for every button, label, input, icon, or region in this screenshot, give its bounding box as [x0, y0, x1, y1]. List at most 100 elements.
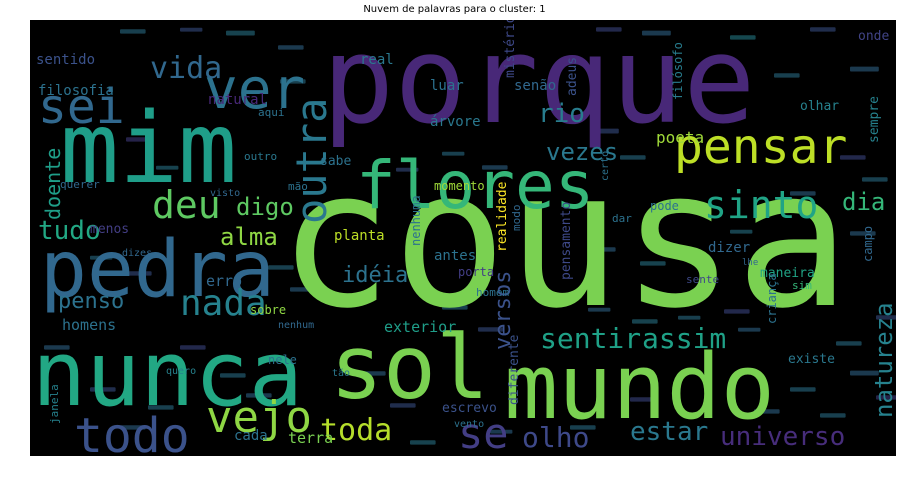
word-dizes: dizes [122, 248, 152, 259]
word-olho: olho [522, 421, 589, 454]
word-outra: outra [287, 98, 336, 224]
word-diferente: diferente [507, 334, 522, 405]
filler-word-mark [148, 405, 174, 410]
word-ver: ver [204, 57, 305, 122]
filler-word-mark [790, 191, 816, 196]
filler-word-mark [180, 345, 206, 350]
word-sol: sol [330, 316, 489, 419]
word-dar: dar [612, 212, 632, 225]
word-homens: homens [62, 316, 116, 334]
word-doente: doente [41, 148, 65, 220]
word-querer: querer [60, 178, 100, 191]
filler-word-mark [640, 261, 666, 266]
word-menos: menos [90, 222, 129, 237]
word-luar: luar [430, 78, 464, 94]
word-se: se [458, 409, 509, 456]
filler-word-mark [120, 29, 146, 34]
word-antes: antes [434, 248, 476, 264]
filler-word-mark [268, 265, 294, 270]
word-tudo: tudo [38, 216, 101, 246]
wordcloud-canvas: cousa porque mim mundo nunca sol pedra flores pe… [30, 20, 896, 456]
word-mão: mão [288, 180, 308, 193]
filler-word-mark [876, 395, 896, 400]
filler-word-mark [596, 27, 622, 32]
word-real: real [360, 52, 394, 68]
word-criança: criança [765, 273, 779, 324]
filler-word-mark [410, 440, 436, 445]
word-realidade: realidade [495, 181, 510, 252]
filler-word-mark [850, 66, 879, 72]
word-rio: rio [538, 99, 585, 129]
word-campo: campo [861, 226, 875, 262]
filler-word-mark [290, 287, 316, 292]
filler-word-mark [678, 315, 701, 320]
filler-word-mark [632, 319, 658, 324]
filler-word-mark [278, 45, 304, 50]
filler-word-mark [482, 165, 508, 170]
word-idéia: idéia [342, 263, 408, 288]
word-filosofia: filosofia [38, 83, 114, 99]
word-nunca: nunca [32, 322, 303, 427]
word-cada: cada [234, 428, 268, 444]
filler-word-mark [730, 35, 756, 40]
filler-word-mark [810, 27, 836, 32]
word-assim: assim [642, 322, 726, 355]
filler-word-mark [490, 429, 513, 434]
word-sente: sente [686, 273, 719, 286]
filler-word-mark [442, 305, 468, 310]
word-nenhuma: nenhuma [409, 195, 423, 246]
filler-word-mark [156, 165, 179, 170]
word-aqui: aqui [258, 106, 285, 119]
filler-word-mark [850, 231, 876, 236]
filler-word-mark [280, 79, 306, 84]
filler-word-mark [724, 309, 750, 314]
word-terra: terra [288, 429, 333, 447]
word-olhar: olhar [800, 99, 839, 114]
word-planta: planta [334, 228, 385, 244]
filler-word-mark [442, 151, 465, 156]
filler-word-mark [820, 413, 846, 418]
word-sempre: sempre [867, 96, 882, 143]
word-exterior: exterior [384, 318, 456, 336]
word-natureza: natureza [870, 302, 896, 418]
filler-word-mark [738, 327, 761, 332]
filler-word-mark [390, 403, 416, 408]
word-filósofo: filósofo [671, 42, 685, 100]
word-dizer: dizer [708, 240, 750, 256]
filler-word-mark [90, 255, 113, 260]
filler-word-mark [590, 247, 616, 252]
word-versos: versos [491, 271, 516, 350]
word-pedra: pedra [40, 225, 275, 315]
filler-word-mark [570, 425, 596, 430]
filler-word-mark [850, 370, 879, 376]
filler-word-mark [360, 371, 386, 376]
filler-word-mark [478, 327, 504, 332]
word-flores: flores [356, 147, 594, 224]
filler-word-mark [120, 425, 146, 430]
word-pensar: pensar [674, 119, 847, 175]
word-cousa: cousa [278, 129, 850, 350]
filler-word-mark [754, 409, 780, 414]
word-universo: universo [720, 422, 845, 452]
filler-word-mark [620, 155, 646, 160]
word-vida: vida [150, 51, 222, 86]
filler-word-mark [876, 315, 896, 320]
filler-word-mark [396, 167, 419, 172]
filler-word-mark [44, 345, 70, 350]
filler-word-mark [836, 341, 862, 346]
word-deu: deu [152, 183, 221, 227]
word-porque: porque [322, 20, 755, 151]
word-nada: nada [180, 283, 267, 324]
filler-word-mark [126, 271, 152, 276]
word-toda: toda [320, 413, 392, 448]
word-momento: momento [434, 179, 485, 193]
filler-word-mark [590, 128, 619, 134]
word-natural: natural [208, 92, 267, 108]
word-sinto: sinto [704, 183, 818, 227]
word-todo: todo [74, 408, 190, 456]
filler-word-mark [862, 177, 888, 182]
filler-word-mark [90, 387, 116, 392]
word-existe: existe [788, 352, 835, 367]
word-mundo: mundo [504, 335, 775, 440]
word-pensamento: pensamento [559, 202, 574, 280]
